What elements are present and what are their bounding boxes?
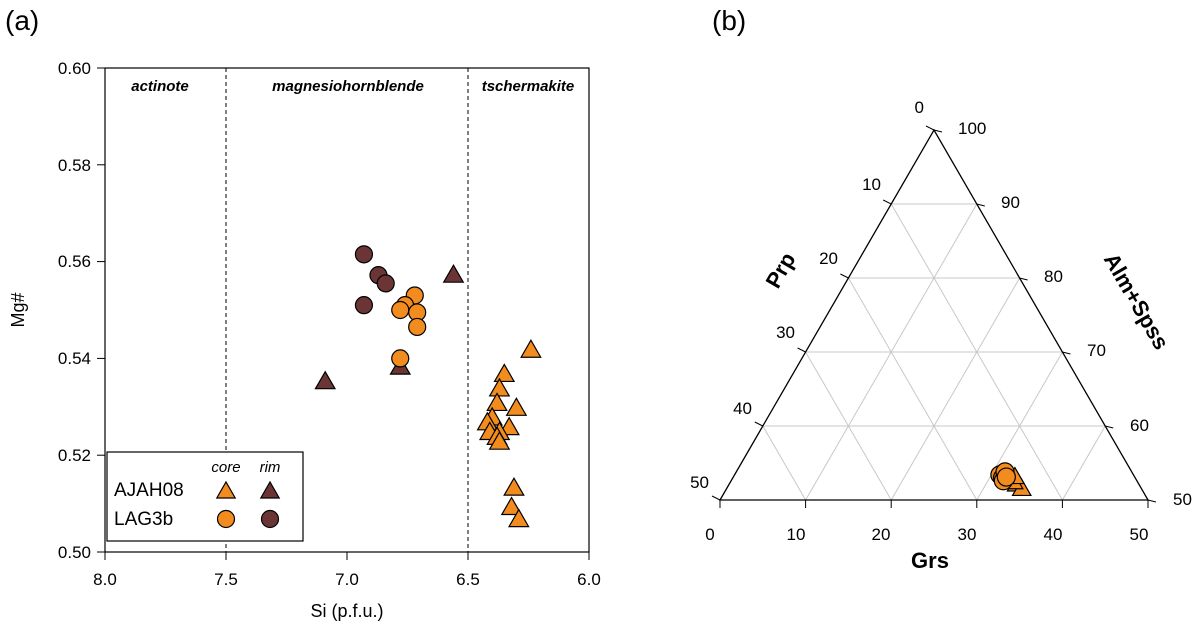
ternary-axis-title-alm-spss: Alm+Spss bbox=[1099, 249, 1174, 354]
alm-tick-label: 70 bbox=[1087, 341, 1106, 360]
ajah08-rim-point bbox=[314, 370, 337, 390]
lag3b-core-ternary-point bbox=[996, 467, 1016, 487]
ternary-ticks bbox=[711, 125, 1157, 508]
alm-tick-mark bbox=[1062, 351, 1071, 355]
alm-tick-mark bbox=[1019, 277, 1028, 281]
y-axis-a: 0.50 0.52 0.54 0.56 0.58 0.60 bbox=[58, 59, 105, 562]
legend-symbol-ajah08-core bbox=[215, 480, 237, 499]
y-tick-label: 0.52 bbox=[58, 446, 91, 465]
ajah08-core-point bbox=[488, 377, 511, 397]
lag3b-rim-point bbox=[354, 296, 374, 315]
ajah08-core-point bbox=[508, 508, 530, 528]
ternary-axis-title-grs: Grs bbox=[911, 548, 949, 573]
x-axis-title: Si (p.f.u.) bbox=[310, 601, 383, 621]
ajah08-core-point bbox=[493, 363, 516, 383]
ajah08-core-point bbox=[505, 397, 528, 416]
plot-a-data-marks bbox=[314, 245, 542, 528]
prp-tick-mark bbox=[754, 421, 764, 427]
ajah08-core-point bbox=[488, 430, 511, 450]
grs-tick-label: 0 bbox=[705, 525, 714, 544]
grs-tick-label: 30 bbox=[958, 525, 977, 544]
ajah08-rim-point bbox=[442, 263, 465, 283]
legend-header-rim: rim bbox=[260, 459, 281, 476]
ternary-grid bbox=[762, 203, 1106, 501]
alm-tick-mark bbox=[933, 129, 943, 133]
y-tick-label: 0.58 bbox=[58, 156, 91, 175]
x-tick-label: 6.0 bbox=[577, 570, 601, 589]
grs-tick-label: 40 bbox=[1044, 525, 1063, 544]
alm-tick-label: 80 bbox=[1044, 267, 1063, 286]
prp-tick-mark bbox=[840, 273, 849, 279]
lag3b-rim-point bbox=[376, 274, 395, 293]
prp-tick-label: 20 bbox=[819, 249, 838, 268]
alm-tick-label: 50 bbox=[1173, 490, 1192, 509]
lag3b-core-point bbox=[391, 349, 410, 368]
alm-tick-mark bbox=[976, 203, 985, 207]
y-tick-label: 0.54 bbox=[58, 349, 91, 368]
legend-header-core: core bbox=[211, 459, 240, 476]
alm-tick-mark bbox=[1105, 425, 1114, 429]
ternary-grid-line bbox=[890, 203, 1063, 501]
lag3b-core-point bbox=[408, 317, 427, 337]
panel-label-b: (b) bbox=[712, 5, 746, 36]
legend-symbol-lag3b-rim bbox=[260, 509, 280, 529]
ajah08-core-point bbox=[486, 392, 508, 412]
field-label-actinote: actinote bbox=[131, 78, 189, 95]
prp-tick-label: 10 bbox=[862, 175, 881, 194]
grs-tick-label: 50 bbox=[1130, 525, 1149, 544]
x-tick-label: 7.5 bbox=[214, 570, 238, 589]
panel-label-a: (a) bbox=[5, 5, 39, 36]
y-tick-label: 0.56 bbox=[58, 252, 91, 271]
prp-tick-mark bbox=[925, 125, 935, 131]
x-axis-a: 8.0 7.5 7.0 6.5 6.0 bbox=[93, 552, 601, 589]
prp-tick-label: 30 bbox=[776, 323, 795, 342]
prp-tick-mark bbox=[711, 495, 721, 501]
legend-symbol-lag3b-core bbox=[216, 509, 236, 529]
prp-tick-label: 0 bbox=[915, 98, 924, 117]
y-tick-label: 0.50 bbox=[58, 543, 91, 562]
prp-tick-label: 40 bbox=[733, 399, 752, 418]
ternary-grid-line bbox=[890, 277, 1021, 501]
prp-tick-label: 50 bbox=[690, 473, 709, 492]
field-label-magnesiohornblende: magnesiohornblende bbox=[272, 78, 424, 95]
ternary-grid-line bbox=[847, 277, 978, 501]
prp-tick-mark bbox=[797, 347, 806, 353]
ajah08-core-point bbox=[500, 496, 523, 516]
ternary-grid-line bbox=[762, 425, 807, 501]
prp-tick-mark bbox=[882, 199, 892, 205]
legend-symbol-ajah08-rim bbox=[259, 480, 281, 499]
alm-tick-label: 90 bbox=[1001, 193, 1020, 212]
legend-label-ajah08: AJAH08 bbox=[114, 480, 184, 501]
ajah08-core-point bbox=[520, 339, 542, 358]
legend: core rim AJAH08 LAG3b bbox=[106, 451, 304, 542]
plot-b-data-marks bbox=[990, 462, 1032, 497]
legend-symbols bbox=[215, 480, 281, 529]
lag3b-core-point bbox=[391, 300, 410, 320]
x-tick-label: 6.5 bbox=[456, 570, 480, 589]
field-label-tschermakite: tschermakite bbox=[482, 78, 575, 95]
ajah08-core-point bbox=[503, 476, 525, 496]
x-tick-label: 7.0 bbox=[335, 570, 359, 589]
y-axis-title: Mg# bbox=[8, 292, 28, 327]
y-tick-label: 0.60 bbox=[58, 59, 91, 78]
alm-tick-label: 60 bbox=[1130, 416, 1149, 435]
grs-tick-label: 20 bbox=[872, 525, 891, 544]
alm-tick-mark bbox=[1147, 499, 1157, 503]
ternary-grid-line bbox=[1061, 425, 1106, 501]
lag3b-rim-point bbox=[354, 245, 374, 264]
legend-label-lag3b: LAG3b bbox=[114, 509, 173, 530]
grs-tick-label: 10 bbox=[787, 525, 806, 544]
ternary-grid-line bbox=[805, 351, 892, 501]
ternary-frame bbox=[718, 128, 1150, 501]
x-tick-label: 8.0 bbox=[93, 570, 117, 589]
ternary-axis-title-prp: Prp bbox=[761, 248, 801, 292]
alm-tick-label: 100 bbox=[958, 119, 986, 138]
